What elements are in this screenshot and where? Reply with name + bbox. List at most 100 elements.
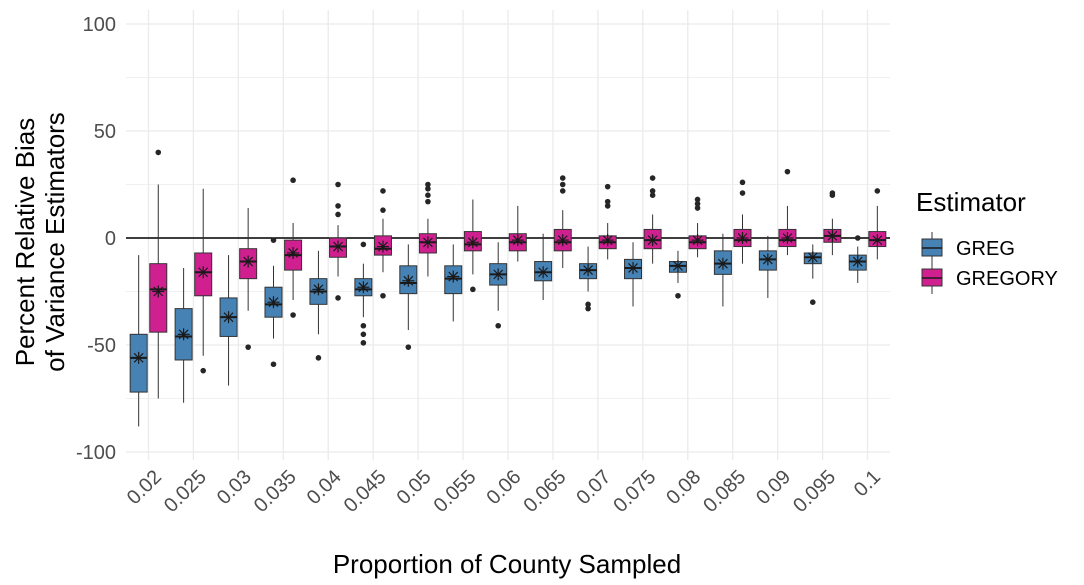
legend-title: Estimator [916, 187, 1026, 217]
mean-marker-d2 [647, 235, 658, 246]
legend-label: GREGORY [956, 268, 1058, 290]
outlier-point [809, 299, 816, 306]
y-tick-label: 50 [94, 121, 116, 143]
box-greg [713, 233, 732, 307]
mean-marker-d2 [403, 275, 414, 286]
outlier-point [675, 292, 681, 299]
box-gregory [194, 188, 213, 374]
mean-marker-d2 [807, 252, 818, 263]
box-greg [354, 241, 373, 346]
outlier-point [495, 322, 502, 329]
outlier-point [739, 190, 746, 196]
box-gregory [239, 208, 258, 350]
outlier-point [585, 301, 591, 308]
box-greg [534, 233, 553, 301]
y-tick-label: -50 [87, 335, 116, 357]
outlier-point [380, 207, 386, 213]
outlier-point [559, 175, 566, 181]
y-axis-title-line1: Percent Relative Bias [10, 118, 40, 367]
outlier-point [155, 149, 162, 156]
outlier-point [694, 196, 701, 203]
outlier-point [854, 235, 861, 241]
grid-lines [126, 10, 890, 460]
mean-marker-d2 [333, 241, 343, 252]
box-series [129, 149, 887, 427]
box-gregory [508, 205, 527, 262]
box-greg [444, 244, 463, 322]
mean-marker-d2 [737, 233, 748, 243]
outlier-point [380, 292, 386, 299]
box-gregory [373, 188, 392, 299]
outlier-point [604, 203, 611, 209]
outlier-point [649, 188, 656, 194]
outlier-point [425, 192, 431, 198]
mean-marker-d2 [852, 256, 863, 267]
box-gregory [733, 179, 752, 264]
outlier-point [829, 190, 836, 196]
outlier-point [425, 181, 431, 188]
outlier-point [315, 355, 322, 361]
box-gregory [778, 168, 797, 256]
box-greg [129, 255, 148, 427]
box-gregory [463, 199, 482, 293]
outlier-point [380, 188, 386, 194]
mean-marker-d2 [313, 284, 324, 295]
mean-marker-d2 [178, 329, 189, 340]
box-gregory [823, 190, 842, 256]
mean-marker-d2 [872, 235, 883, 246]
outlier-point [874, 188, 881, 194]
outlier-point [649, 175, 656, 181]
mean-marker-d2 [717, 258, 728, 269]
y-tick-label: 100 [83, 14, 116, 36]
box-greg [399, 244, 418, 350]
legend-item-greg: GREG [921, 232, 1015, 264]
outlier-point [425, 198, 431, 205]
y-axis-title-line2: of Variance Estimators [40, 112, 70, 372]
outlier-point [200, 367, 207, 374]
box-greg [264, 237, 283, 368]
y-tick-label: 0 [105, 228, 116, 250]
mean-marker-d2 [673, 260, 683, 271]
outlier-point [360, 322, 367, 329]
outlier-point [245, 344, 251, 350]
outlier-point [335, 295, 341, 301]
mean-marker-d2 [827, 230, 838, 241]
box-greg [174, 267, 193, 403]
mean-marker-d2 [133, 352, 144, 363]
mean-marker-d2 [628, 263, 638, 273]
outlier-point [784, 168, 791, 175]
box-greg [309, 250, 328, 361]
box-gregory [598, 183, 617, 260]
box-body [149, 263, 168, 333]
legend: Estimator GREG GREGORY [916, 187, 1058, 294]
mean-marker-d2 [153, 286, 164, 297]
outlier-point [470, 286, 476, 293]
mean-marker-d2 [198, 267, 209, 278]
box-gregory [149, 149, 168, 399]
box-gregory [329, 181, 348, 301]
mean-marker-d2 [422, 237, 433, 248]
mean-marker-d2 [358, 282, 369, 293]
outlier-point [604, 198, 611, 205]
outlier-point [694, 200, 701, 207]
outlier-point [290, 312, 296, 318]
mean-marker-d2 [288, 248, 299, 258]
mean-marker-d2 [538, 267, 549, 278]
outlier-point [739, 179, 746, 186]
outlier-point [649, 192, 656, 198]
box-greg [848, 235, 867, 283]
box-greg [579, 246, 598, 312]
box-greg [668, 250, 687, 299]
mean-marker-d2 [268, 297, 279, 308]
outlier-point [405, 344, 412, 350]
outlier-point [585, 305, 591, 312]
box-gregory [643, 175, 662, 264]
mean-marker-d2 [692, 235, 703, 246]
box-gregory [284, 177, 303, 318]
outlier-point [559, 188, 566, 194]
mean-marker-d2 [583, 265, 594, 276]
x-axis-title: Proportion of County Sampled [333, 549, 681, 579]
mean-marker-d2 [467, 237, 478, 248]
box-greg [489, 242, 508, 329]
